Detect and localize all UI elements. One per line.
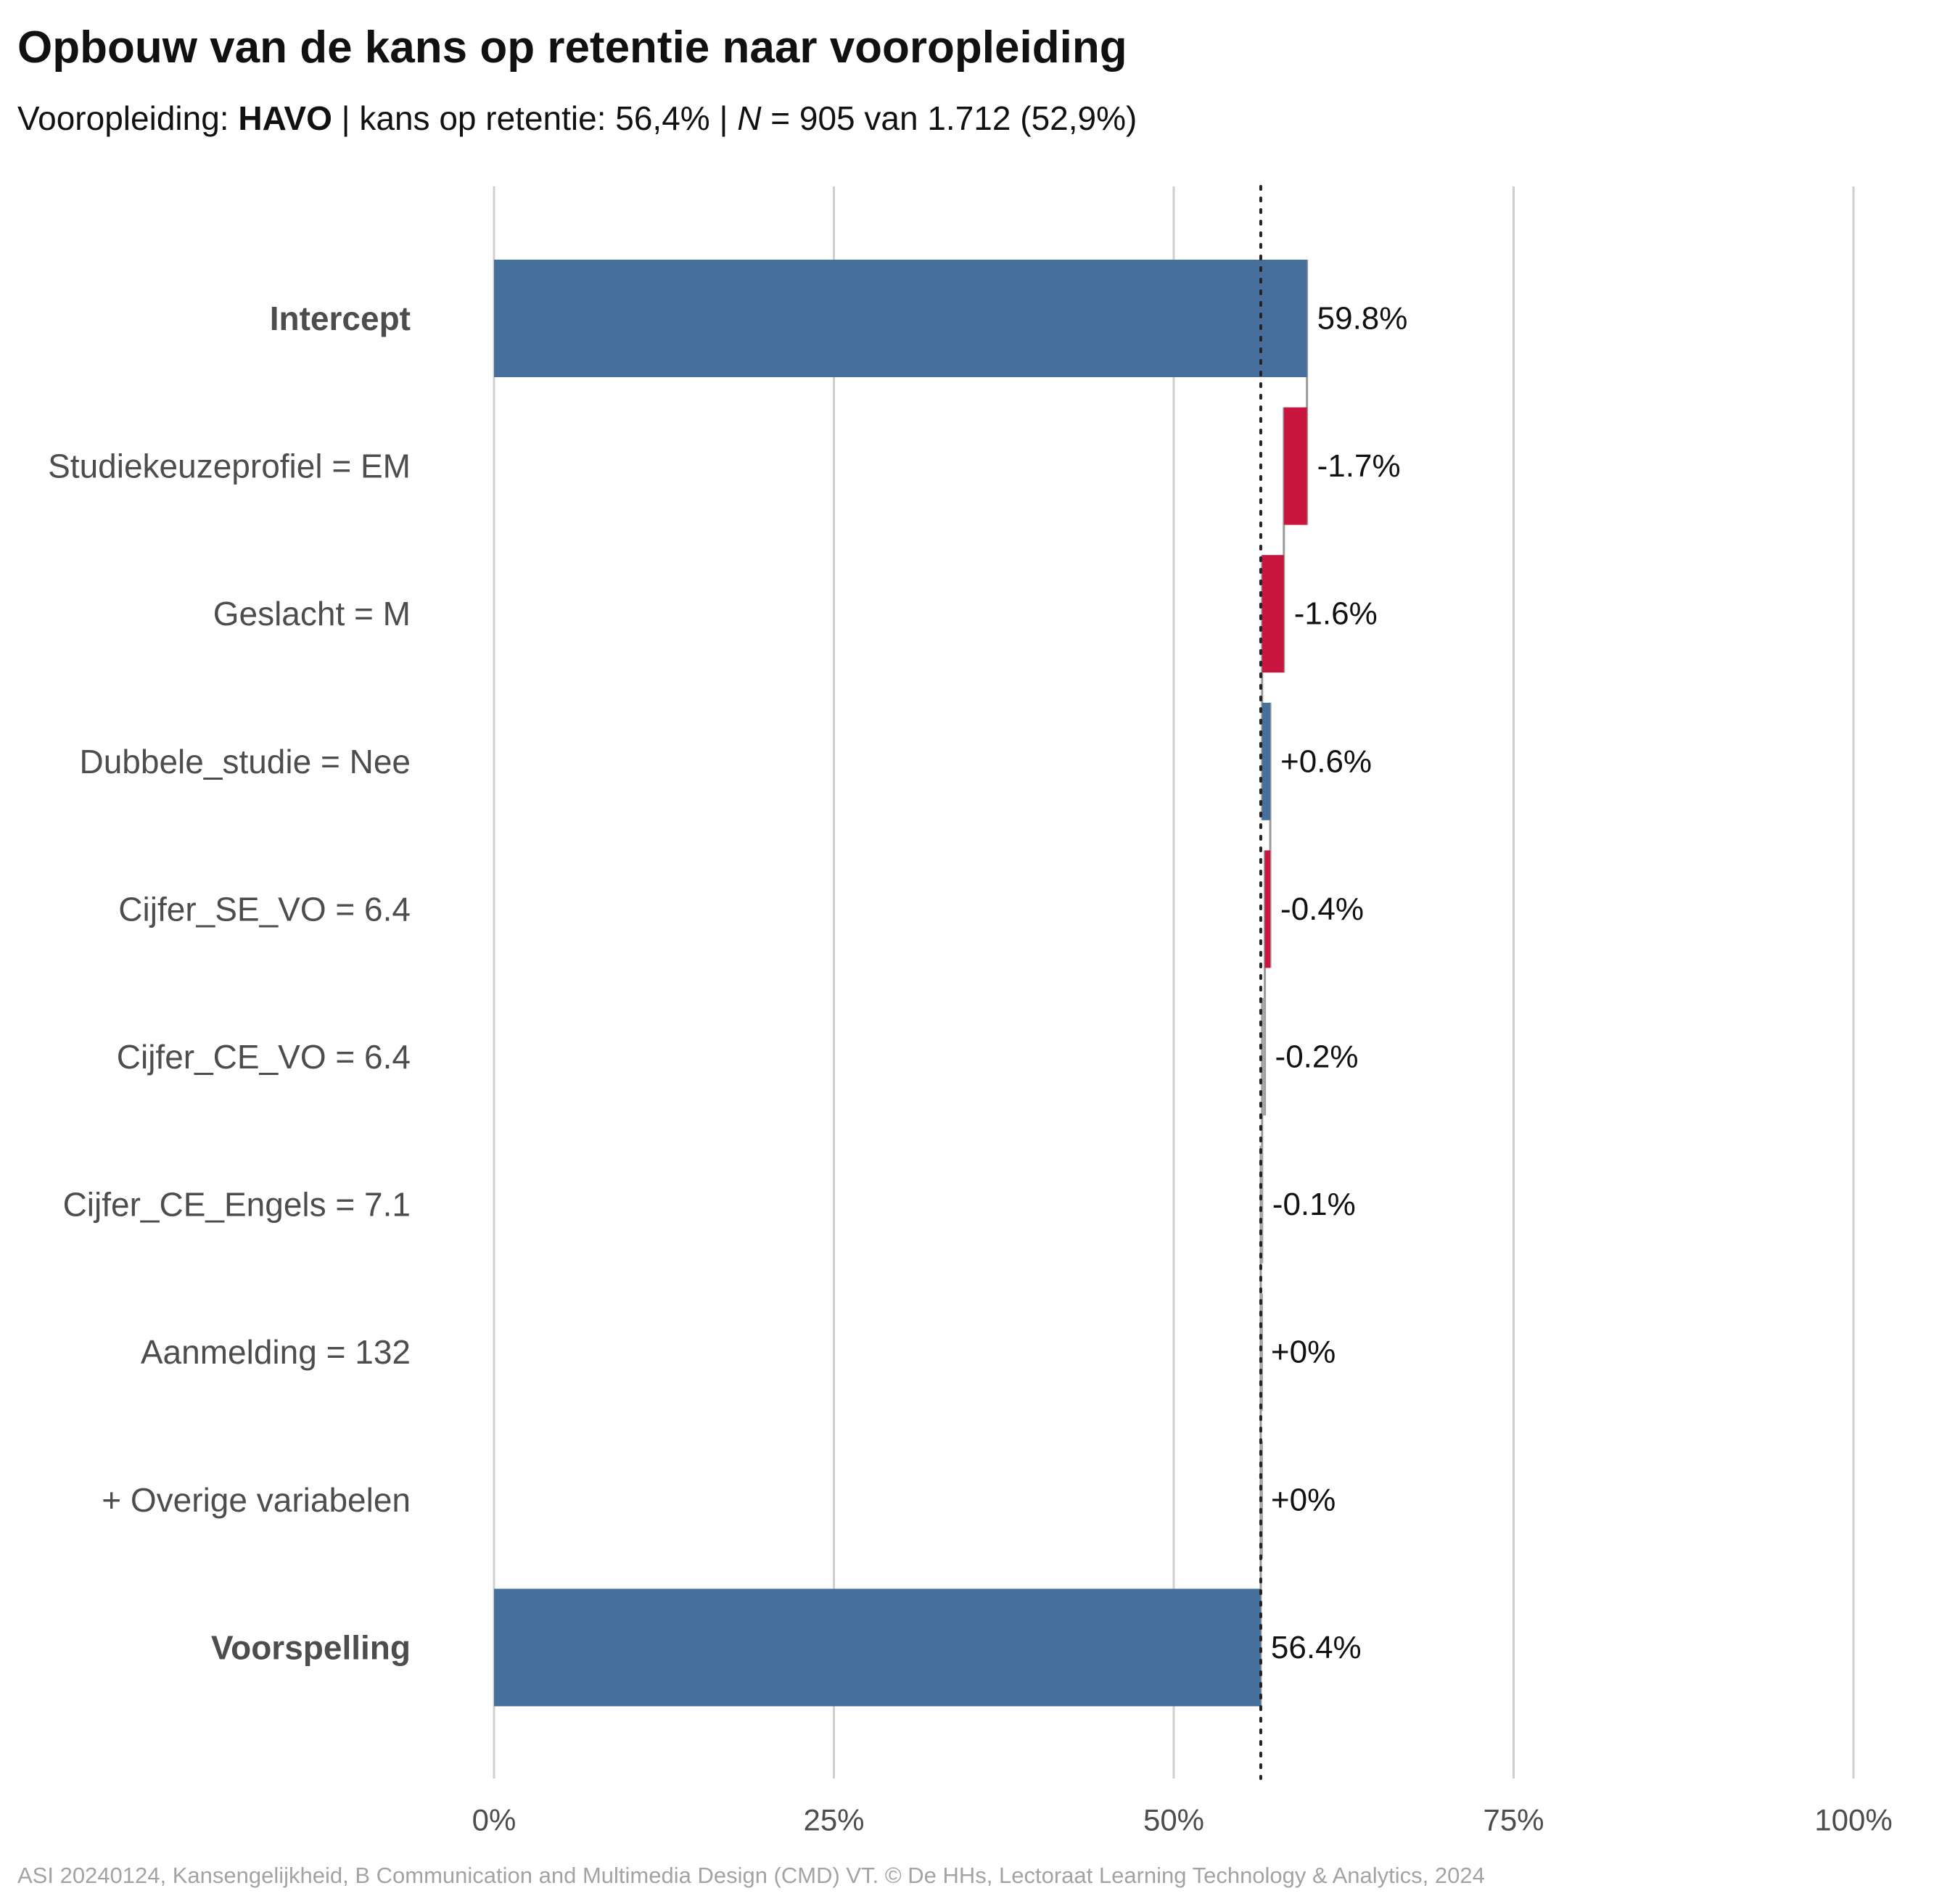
bar: [1262, 702, 1271, 820]
value-label: -0.4%: [1280, 891, 1364, 927]
x-tick-label: 50%: [1143, 1802, 1204, 1837]
subtitle-separator: | kans op retentie:: [332, 99, 616, 137]
x-tick-label: 100%: [1814, 1802, 1892, 1837]
row-label: Cijfer_CE_VO = 6.4: [117, 1038, 411, 1076]
value-label: -0.1%: [1272, 1187, 1356, 1222]
chart-subtitle: Vooropleiding: HAVO | kans op retentie: …: [17, 99, 1137, 138]
bar: [1262, 998, 1265, 1116]
subtitle-n-text: = 905 van 1.712 (52,9%): [761, 99, 1137, 137]
value-label: -0.2%: [1275, 1039, 1359, 1075]
value-label: 56.4%: [1271, 1630, 1362, 1665]
bar: [1283, 407, 1307, 525]
subtitle-probability: 56,4%: [615, 99, 710, 137]
subtitle-group: HAVO: [238, 99, 332, 137]
value-label: +0%: [1271, 1482, 1336, 1517]
row-label: Intercept: [270, 300, 411, 337]
subtitle-label: Vooropleiding:: [17, 99, 239, 137]
chart-caption: ASI 20240124, Kansengelijkheid, B Commun…: [17, 1863, 1485, 1888]
row-label: Dubbele_studie = Nee: [80, 743, 411, 780]
value-label: -1.6%: [1294, 596, 1378, 632]
subtitle-n-symbol: N: [737, 99, 762, 137]
value-label: -1.7%: [1317, 448, 1401, 484]
bar: [1262, 555, 1284, 673]
row-label: Cijfer_CE_Engels = 7.1: [63, 1186, 411, 1224]
row-label: Aanmelding = 132: [141, 1333, 411, 1371]
value-label: +0%: [1271, 1335, 1336, 1370]
bar: [1264, 850, 1271, 968]
row-label: Cijfer_SE_VO = 6.4: [118, 890, 411, 928]
value-label: +0.6%: [1280, 743, 1372, 779]
row-label: Voorspelling: [211, 1628, 411, 1666]
x-tick-label: 25%: [803, 1802, 864, 1837]
value-label: 59.8%: [1317, 301, 1408, 337]
chart-title: Opbouw van de kans op retentie naar voor…: [17, 22, 1127, 73]
row-label: Geslacht = M: [213, 595, 411, 632]
row-label: Studiekeuzeprofiel = EM: [48, 448, 411, 485]
bar: [494, 1588, 1261, 1707]
x-tick-label: 0%: [472, 1802, 517, 1837]
bar: [1260, 1145, 1263, 1264]
bar: [1260, 1293, 1263, 1411]
bar: [494, 260, 1307, 377]
row-label: + Overige variabelen: [102, 1481, 411, 1519]
subtitle-separator: |: [709, 99, 738, 137]
x-tick-label: 75%: [1483, 1802, 1544, 1837]
